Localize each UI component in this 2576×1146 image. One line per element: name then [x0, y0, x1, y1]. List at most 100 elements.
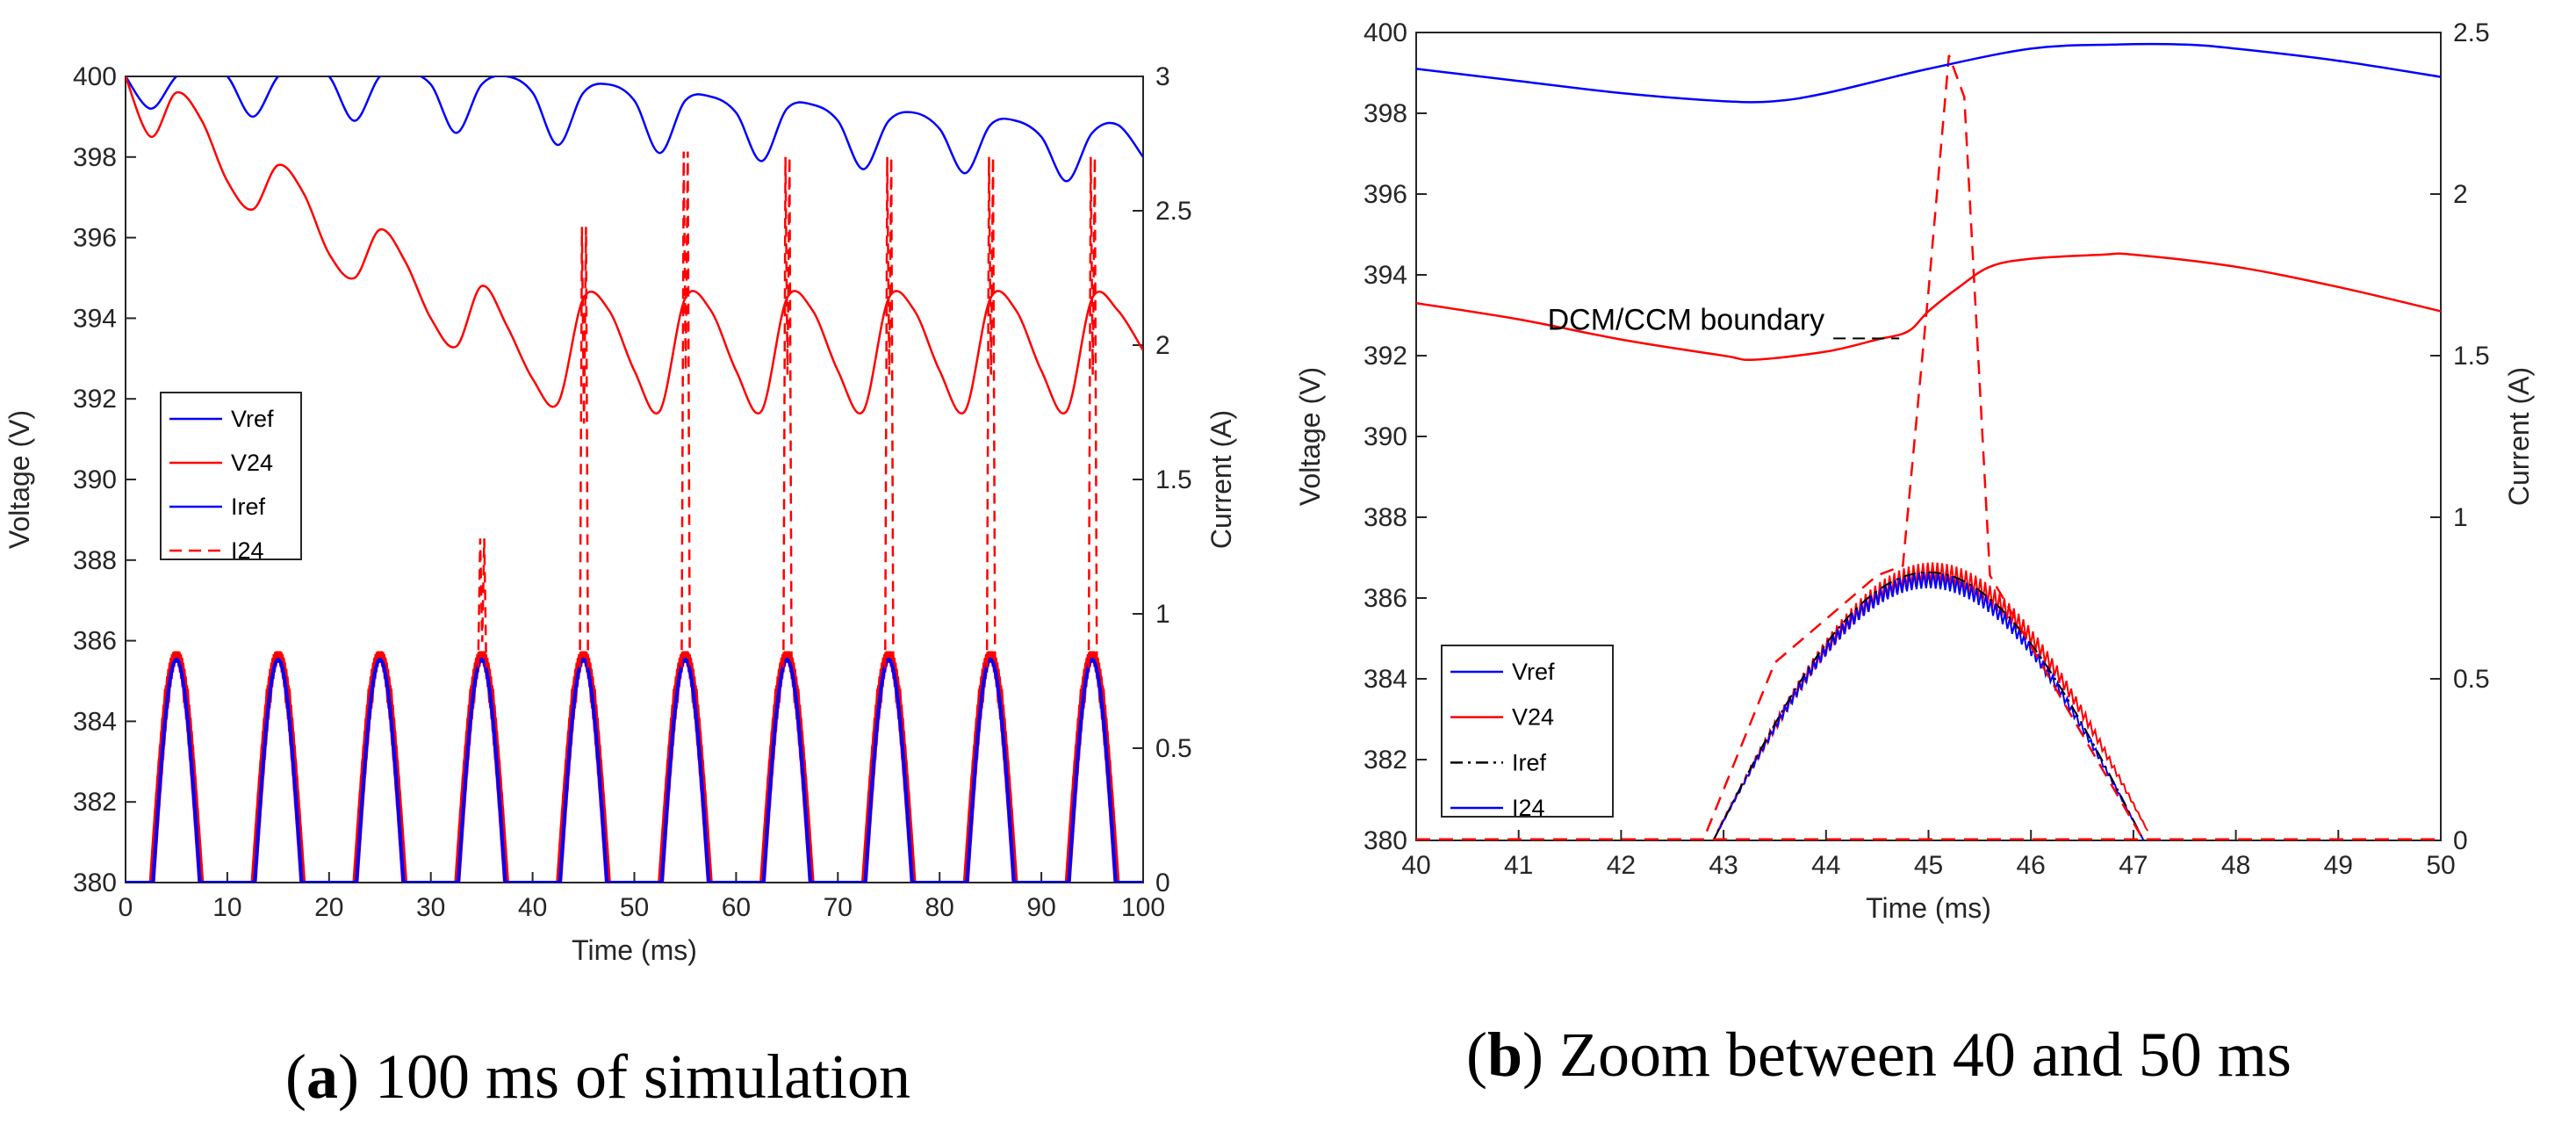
panel-b-x-tick-label: 46	[2017, 851, 2046, 880]
panel-a-x-tick-label: 40	[518, 893, 547, 922]
panel-b-y-tick-label: 388	[1364, 503, 1407, 532]
panel-a-x-tick-label: 50	[620, 893, 649, 922]
panel-a-y-tick-label: 396	[73, 224, 117, 253]
panel-a-v24-line	[126, 76, 1143, 414]
panel-a-y2-tick-label: 2.5	[1155, 197, 1192, 226]
panel-a-y2-tick-label: 0.5	[1155, 734, 1192, 763]
panel-b-legend-label: Vref	[1512, 659, 1555, 685]
panel-a-i24-spike	[680, 151, 691, 668]
panel-a-y2-tick-label: 1	[1155, 600, 1170, 629]
panel-a-x-tick-label: 10	[212, 893, 241, 922]
panel-b-chart: 40 41 42 43 44 45 46 47 48 49 50 380 382 384 386 388 390…	[1294, 18, 2535, 924]
panel-b-y-tick-label: 396	[1364, 180, 1407, 209]
panel-a-i24-spike	[782, 156, 793, 668]
panel-b-y-tick-label: 382	[1364, 746, 1407, 775]
panel-a-chart: 0 10 20 30 40 50 60 70 80 90 100380382384386388390…	[4, 62, 1237, 966]
panel-a-y2-tick-label: 0	[1155, 869, 1170, 897]
panel-a-x-tick-label: 60	[722, 893, 751, 922]
panel-a-legend-box	[160, 392, 302, 560]
panel-b-caption: (b) Zoom between 40 and 50 ms	[1466, 1020, 2292, 1090]
panel-a-x-tick-label: 20	[314, 893, 343, 922]
panel-a-y-tick-label: 384	[73, 707, 117, 736]
panel-a-i24-spike	[1087, 156, 1098, 668]
panel-b-y-tick-label: 398	[1364, 99, 1407, 128]
panel-a-legend-label: V24	[231, 450, 273, 476]
panel-b-y2-tick-label: 1.5	[2453, 342, 2490, 371]
panel-a-y-tick-label: 388	[73, 546, 117, 575]
panel-b-x-tick-label: 41	[1504, 851, 1533, 880]
panel-b-i24-dashed-line	[1416, 54, 2441, 840]
panel-a-x-tick-label: 100	[1121, 893, 1165, 922]
panel-a-y2-tick-label: 1.5	[1155, 465, 1192, 494]
panel-b-y2-tick-label: 1	[2453, 503, 2468, 532]
panel-a-i24-spike	[883, 156, 895, 668]
panel-a-y-tick-label: 398	[73, 143, 117, 172]
panel-a-caption-tag: a	[306, 1041, 338, 1112]
panel-a-y-tick-label: 394	[73, 304, 117, 333]
panel-b-series-group	[1416, 42, 2441, 840]
panel-b-x-tick-label: 50	[2426, 851, 2455, 880]
panel-a-vref-line	[126, 76, 1143, 183]
panel-a-iref-line	[126, 657, 1143, 883]
panel-b-y-tick-label: 384	[1364, 665, 1407, 694]
panel-b-x-tick-label: 40	[1401, 851, 1430, 880]
panel-b-y-tick-label: 394	[1364, 261, 1407, 290]
panel-a-y-tick-label: 386	[73, 627, 117, 656]
panel-b-red-ripple	[1716, 562, 2149, 832]
panel-a-y-tick-label: 382	[73, 788, 117, 817]
panel-a-caption: (a) 100 ms of simulation	[285, 1041, 910, 1112]
panel-b-caption-text: Zoom between 40 and 50 ms	[1559, 1020, 2292, 1090]
panel-a-y2-tick-label: 2	[1155, 331, 1170, 360]
panel-a-i24-spike	[477, 538, 488, 668]
panel-b-y-tick-label: 386	[1364, 584, 1407, 613]
panel-a-x-tick-label: 30	[416, 893, 445, 922]
panel-a-legend-label: Iref	[231, 494, 266, 520]
panel-a-legend-label: I24	[231, 537, 264, 564]
panel-b-y2-axis-label: Current (A)	[2503, 367, 2535, 506]
panel-b-y-tick-label: 390	[1364, 422, 1407, 451]
panel-b-x-axis-label: Time (ms)	[1866, 892, 1991, 924]
panel-b-y-axis-label: Voltage (V)	[1294, 367, 1326, 506]
panel-a-caption-text: 100 ms of simulation	[374, 1041, 910, 1112]
panel-a-x-tick-label: 70	[824, 893, 853, 922]
panel-a-y2-axis-label: Current (A)	[1205, 410, 1237, 549]
panel-b-v24-line	[1416, 252, 2441, 362]
panel-b-x-tick-label: 49	[2324, 851, 2353, 880]
panel-b-x-tick-label: 47	[2119, 851, 2148, 880]
panel-a-y-tick-label: 392	[73, 385, 117, 414]
panel-b-legend-box	[1441, 645, 1614, 818]
panel-b-iref-line	[1712, 571, 2145, 840]
panel-b-x-tick-label: 42	[1607, 851, 1636, 880]
panel-b-legend-label: I24	[1512, 795, 1545, 821]
panel-b-y2-tick-label: 2	[2453, 180, 2468, 209]
panel-a-i24-spike	[985, 156, 997, 668]
panel-a-x-tick-label: 90	[1026, 893, 1055, 922]
panel-b-y-tick-label: 380	[1364, 826, 1407, 855]
panel-b-vref-line	[1416, 42, 2441, 104]
panel-a-y-tick-label: 390	[73, 465, 117, 494]
panel-a-y-tick-label: 400	[73, 62, 117, 91]
panel-a-y-axis-label: Voltage (V)	[4, 410, 35, 549]
panel-b-y2-tick-label: 0	[2453, 826, 2468, 855]
panel-b-y-tick-label: 392	[1364, 342, 1407, 371]
panel-a-x-tick-label: 80	[925, 893, 954, 922]
panel-b-x-tick-label: 44	[1811, 851, 1840, 880]
panel-a-legend-label: Vref	[231, 406, 274, 432]
panel-a-y2-tick-label: 3	[1155, 62, 1170, 91]
panel-a-i24-spike	[579, 227, 590, 668]
panel-b-legend-label: V24	[1512, 704, 1554, 731]
panel-a-x-axis-label: Time (ms)	[572, 934, 697, 966]
panel-b-legend-label: Iref	[1512, 749, 1547, 775]
panel-a-x-tick-label: 0	[119, 893, 133, 922]
panel-a-y-tick-label: 380	[73, 869, 117, 897]
panel-b-x-tick-label: 48	[2221, 851, 2250, 880]
panel-b-y-tick-label: 400	[1364, 18, 1407, 47]
panel-b-x-tick-label: 43	[1709, 851, 1738, 880]
panel-a-series-group	[126, 76, 1143, 883]
panel-b-caption-tag: b	[1486, 1020, 1523, 1090]
panel-b-annotation: DCM/CCM boundary	[1548, 303, 1825, 336]
panel-b-x-tick-label: 45	[1914, 851, 1943, 880]
panel-b-y2-tick-label: 2.5	[2453, 18, 2490, 47]
panel-b-y2-tick-label: 0.5	[2453, 665, 2490, 694]
